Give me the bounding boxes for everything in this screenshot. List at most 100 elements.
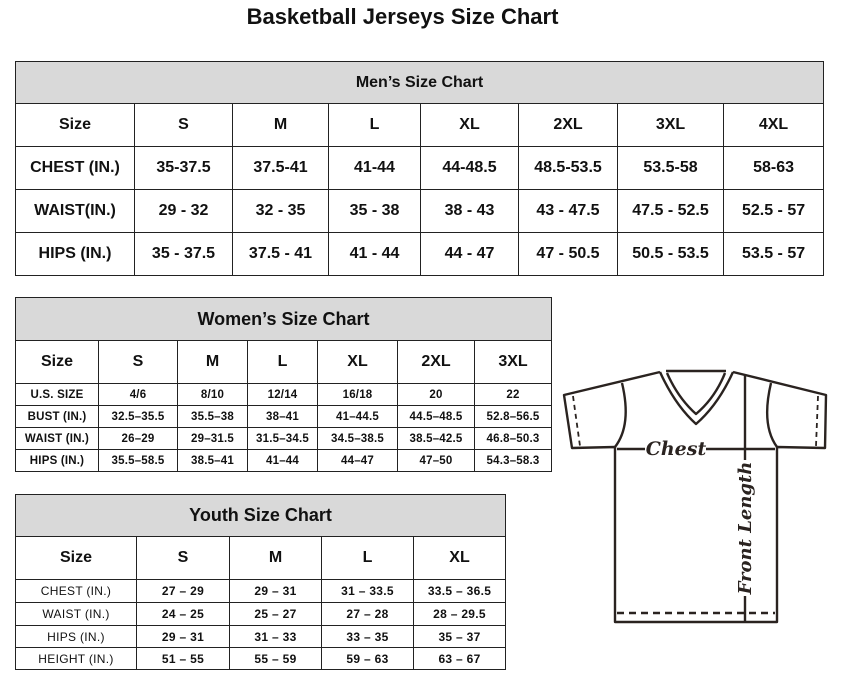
v-neck-inner <box>665 372 727 416</box>
table-row: WAIST (IN.) 24 – 25 25 – 27 27 – 28 28 – 29.… <box>15 602 507 626</box>
cell: 8/10 <box>177 383 248 406</box>
header-cell: XL <box>420 103 519 147</box>
cell: 26–29 <box>98 427 178 450</box>
row-label: CHEST (IN.) <box>15 579 137 603</box>
cell: 41-44 <box>328 146 421 190</box>
header-cell: XL <box>412 536 507 580</box>
cell: 38 - 43 <box>420 189 519 233</box>
cell: 55 – 59 <box>229 647 322 670</box>
header-cell: 3XL <box>473 340 553 384</box>
header-cell: M <box>229 536 322 580</box>
womens-chart-title: Women’s Size Chart <box>14 297 553 341</box>
cell: 16/18 <box>317 383 398 406</box>
cell: 58-63 <box>722 146 825 190</box>
cell: 29 - 32 <box>134 189 233 233</box>
cell: 44.5–48.5 <box>397 405 475 428</box>
cell: 31 – 33 <box>229 625 322 648</box>
cell: 38–41 <box>247 405 318 428</box>
header-cell: 2XL <box>518 103 618 147</box>
left-armhole <box>614 382 627 448</box>
table-row: WAIST(IN.) 29 - 32 32 - 35 35 - 38 38 - 43 43… <box>15 189 825 233</box>
cell: 31 – 33.5 <box>321 579 414 603</box>
cell: 12/14 <box>247 383 318 406</box>
cell: 47 - 50.5 <box>518 232 618 276</box>
header-cell: M <box>232 103 329 147</box>
cell: 35-37.5 <box>134 146 233 190</box>
header-cell: 2XL <box>397 340 475 384</box>
row-label: HEIGHT (IN.) <box>15 647 137 670</box>
header-cell: 4XL <box>722 103 825 147</box>
header-cell: S <box>98 340 178 384</box>
cell: 35 - 37.5 <box>134 232 233 276</box>
cell: 54.3–58.3 <box>473 449 553 472</box>
cell: 35 – 37 <box>412 625 507 648</box>
row-label: CHEST (IN.) <box>15 146 135 190</box>
header-cell: S <box>136 536 230 580</box>
cell: 59 – 63 <box>321 647 414 670</box>
chest-label: Chest <box>646 438 707 460</box>
v-neck-outer <box>658 371 735 426</box>
cell: 43 - 47.5 <box>518 189 618 233</box>
cell: 35 - 38 <box>328 189 421 233</box>
left-sleeve-hem-dashed <box>572 395 581 447</box>
cell: 53.5 - 57 <box>722 232 825 276</box>
cell: 29–31.5 <box>177 427 248 450</box>
womens-size-chart: Women’s Size Chart Size S M L XL 2XL 3XL U.S. … <box>14 297 553 472</box>
cell: 47–50 <box>397 449 475 472</box>
cell: 34.5–38.5 <box>317 427 398 450</box>
table-row: HIPS (IN.) 35 - 37.5 37.5 - 41 41 - 44 44 - … <box>15 232 825 276</box>
header-cell: Size <box>15 103 135 147</box>
cell: 38.5–42.5 <box>397 427 475 450</box>
table-header-row: Size S M L XL 2XL 3XL 4XL <box>15 103 825 147</box>
header-cell: L <box>247 340 318 384</box>
row-label: WAIST (IN.) <box>15 427 99 450</box>
cell: 27 – 28 <box>321 602 414 626</box>
cell: 50.5 - 53.5 <box>617 232 724 276</box>
header-cell: 3XL <box>617 103 724 147</box>
cell: 53.5-58 <box>617 146 724 190</box>
cell: 22 <box>473 383 553 406</box>
header-cell: XL <box>317 340 398 384</box>
table-header-row: Size S M L XL 2XL 3XL <box>15 340 553 384</box>
cell: 32.5–35.5 <box>98 405 178 428</box>
table-row: CHEST (IN.) 35-37.5 37.5-41 41-44 44-48.5 48.… <box>15 146 825 190</box>
row-label: U.S. SIZE <box>15 383 99 406</box>
table-header-row: Size S M L XL <box>15 536 507 580</box>
youth-chart-title: Youth Size Chart <box>14 494 507 537</box>
cell: 35.5–58.5 <box>98 449 178 472</box>
cell: 41–44.5 <box>317 405 398 428</box>
row-label: HIPS (IN.) <box>15 625 137 648</box>
jersey-measurement-diagram: Chest Front Length <box>562 369 828 624</box>
cell: 48.5-53.5 <box>518 146 618 190</box>
cell: 47.5 - 52.5 <box>617 189 724 233</box>
cell: 24 – 25 <box>136 602 230 626</box>
cell: 4/6 <box>98 383 178 406</box>
cell: 44 - 47 <box>420 232 519 276</box>
cell: 37.5-41 <box>232 146 329 190</box>
cell: 33.5 – 36.5 <box>412 579 507 603</box>
cell: 28 – 29.5 <box>412 602 507 626</box>
cell: 63 – 67 <box>412 647 507 670</box>
header-cell: S <box>134 103 233 147</box>
row-label: WAIST(IN.) <box>15 189 135 233</box>
header-cell: Size <box>15 340 99 384</box>
jersey-outline <box>562 370 828 624</box>
cell: 29 – 31 <box>136 625 230 648</box>
table-row: BUST (IN.) 32.5–35.5 35.5–38 38–41 41–44.5 44… <box>15 405 553 428</box>
cell: 52.8–56.5 <box>473 405 553 428</box>
cell: 29 – 31 <box>229 579 322 603</box>
table-row: HIPS (IN.) 35.5–58.5 38.5–41 41–44 44–47 47–5… <box>15 449 553 472</box>
right-armhole <box>766 382 778 448</box>
header-cell: L <box>328 103 421 147</box>
cell: 37.5 - 41 <box>232 232 329 276</box>
header-cell: L <box>321 536 414 580</box>
mens-size-chart: Men’s Size Chart Size S M L XL 2XL 3XL 4XL CHES… <box>14 61 825 276</box>
cell: 52.5 - 57 <box>722 189 825 233</box>
page-title: Basketball Jerseys Size Chart <box>246 4 559 29</box>
cell: 31.5–34.5 <box>247 427 318 450</box>
cell: 44–47 <box>317 449 398 472</box>
mens-chart-title: Men’s Size Chart <box>14 61 825 104</box>
cell: 20 <box>397 383 475 406</box>
table-row: CHEST (IN.) 27 – 29 29 – 31 31 – 33.5 33.5 –… <box>15 579 507 603</box>
cell: 41 - 44 <box>328 232 421 276</box>
